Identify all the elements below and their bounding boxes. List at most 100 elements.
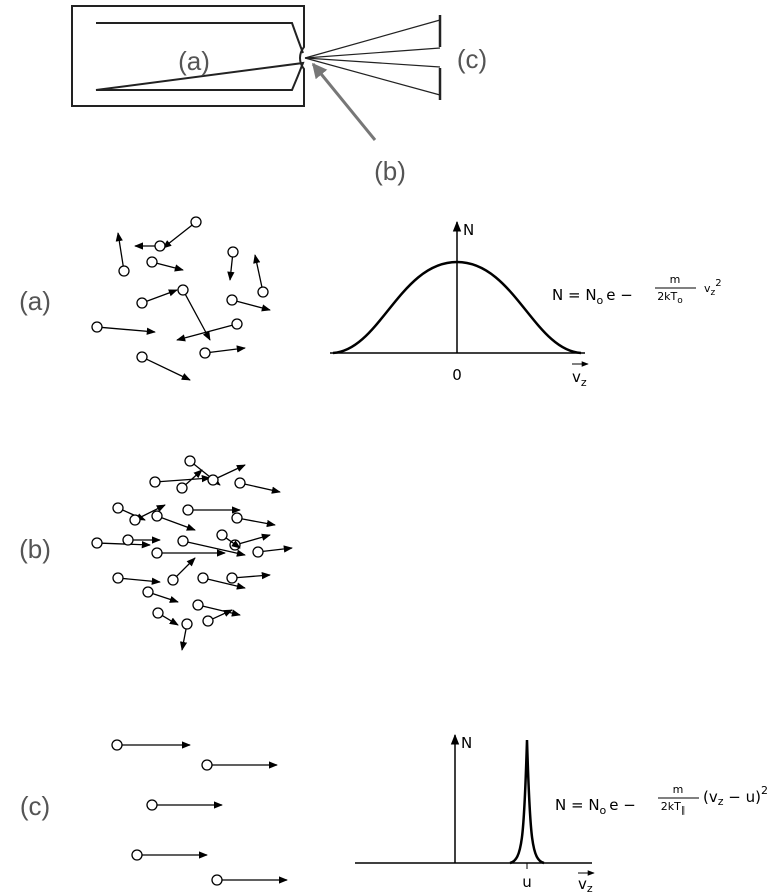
svg-text:vz2: vz2 xyxy=(704,278,722,298)
molecule xyxy=(154,240,166,252)
velocity-arrow xyxy=(202,605,241,617)
beam-line xyxy=(304,47,441,59)
molecule xyxy=(131,849,143,861)
molecule xyxy=(199,347,211,359)
formula-text: v xyxy=(704,282,711,295)
velocity-arrow xyxy=(146,358,191,381)
molecule xyxy=(231,318,243,330)
velocity-arrow xyxy=(187,541,246,557)
molecule xyxy=(118,265,130,277)
velocity-arrow xyxy=(184,294,211,341)
x-label: vz xyxy=(572,368,587,389)
molecule xyxy=(226,294,238,306)
molecule xyxy=(149,476,161,488)
molecule xyxy=(167,574,179,586)
x-label-sub: z xyxy=(587,882,593,892)
x-label-sub: z xyxy=(581,376,587,389)
velocity-arrow xyxy=(185,469,203,486)
molecule xyxy=(152,607,164,619)
formula-sub: ∥ xyxy=(681,806,686,816)
velocity-arrow xyxy=(101,326,156,335)
molecule xyxy=(226,572,238,584)
molecule xyxy=(184,455,196,467)
formula-text: (v xyxy=(703,788,718,806)
molecule xyxy=(207,474,219,486)
molecule xyxy=(182,504,194,516)
formula-sub: o xyxy=(600,804,607,817)
velocity-arrow xyxy=(115,232,124,267)
velocity-arrow xyxy=(161,615,179,626)
row-label: (c) xyxy=(20,791,50,821)
beam-line xyxy=(304,57,441,96)
molecule xyxy=(177,284,189,296)
molecule xyxy=(111,739,123,751)
molecule xyxy=(91,537,103,549)
formula-a: N = No e − m 2kTo vz2 xyxy=(552,273,722,307)
row-label: (a) xyxy=(19,286,51,316)
molecule xyxy=(234,477,246,489)
molecule xyxy=(122,534,134,546)
velocity-arrow xyxy=(262,545,293,553)
x-label-base: v xyxy=(578,875,587,892)
molecule xyxy=(112,502,124,514)
svg-text:2kTo: 2kTo xyxy=(657,290,683,306)
molecule xyxy=(216,529,228,541)
formula-c: N = No e − m 2kT∥ (vz − u)2 xyxy=(555,783,768,817)
velocity-arrow xyxy=(162,224,193,249)
molecule xyxy=(190,216,202,228)
oven-inner xyxy=(95,22,305,91)
molecule xyxy=(201,759,213,771)
molecule xyxy=(227,246,239,258)
molecule xyxy=(192,599,204,611)
molecule xyxy=(181,618,193,630)
molecule xyxy=(231,512,243,524)
molecule xyxy=(151,547,163,559)
velocity-arrow xyxy=(179,628,188,651)
velocity-arrow xyxy=(241,518,276,528)
gaussian-curve xyxy=(332,260,582,355)
molecule xyxy=(142,586,154,598)
y-label: N xyxy=(461,734,472,752)
formula-text: N = N xyxy=(552,286,597,304)
formula-text: e − xyxy=(606,286,633,304)
graph-a xyxy=(330,220,589,367)
svg-text:N = Noe −: N = No e − xyxy=(555,796,636,817)
row-label: (b) xyxy=(19,534,51,564)
velocity-arrow xyxy=(244,483,281,494)
region-label: (a) xyxy=(178,46,210,76)
velocity-arrow xyxy=(236,300,271,312)
molecule xyxy=(112,572,124,584)
region-label: (b) xyxy=(374,156,406,186)
velocity-arrow xyxy=(159,474,211,483)
velocity-arrow xyxy=(212,609,233,620)
velocity-arrow xyxy=(236,572,271,580)
molecule xyxy=(146,799,158,811)
molecule xyxy=(252,546,264,558)
molecule xyxy=(211,874,223,886)
pointer-arrow xyxy=(311,62,377,141)
molecule xyxy=(129,514,141,526)
velocity-arrow xyxy=(225,537,241,549)
molecule xyxy=(257,286,269,298)
region-label: (c) xyxy=(457,44,487,74)
velocity-arrow xyxy=(209,345,246,354)
velocity-arrow xyxy=(207,578,246,590)
svg-text:N = Noe −: N = No e − xyxy=(552,286,633,307)
formula-den: 2kT xyxy=(657,290,677,303)
velocity-arrow xyxy=(217,464,246,479)
formula-sub: o xyxy=(597,294,604,307)
velocity-arrow xyxy=(227,256,235,281)
molecule xyxy=(177,535,189,547)
molecule xyxy=(202,615,214,627)
formula-text: − u) xyxy=(724,788,761,806)
formula-sup: 2 xyxy=(761,784,768,797)
oven-outer xyxy=(71,5,305,107)
velocity-arrow xyxy=(253,254,263,288)
x-label-base: v xyxy=(572,368,581,386)
velocity-arrow xyxy=(122,577,161,585)
formula-num: m xyxy=(673,783,684,796)
formula-sup: 2 xyxy=(715,278,721,289)
velocity-arrow xyxy=(146,289,178,302)
molecules xyxy=(91,216,293,886)
